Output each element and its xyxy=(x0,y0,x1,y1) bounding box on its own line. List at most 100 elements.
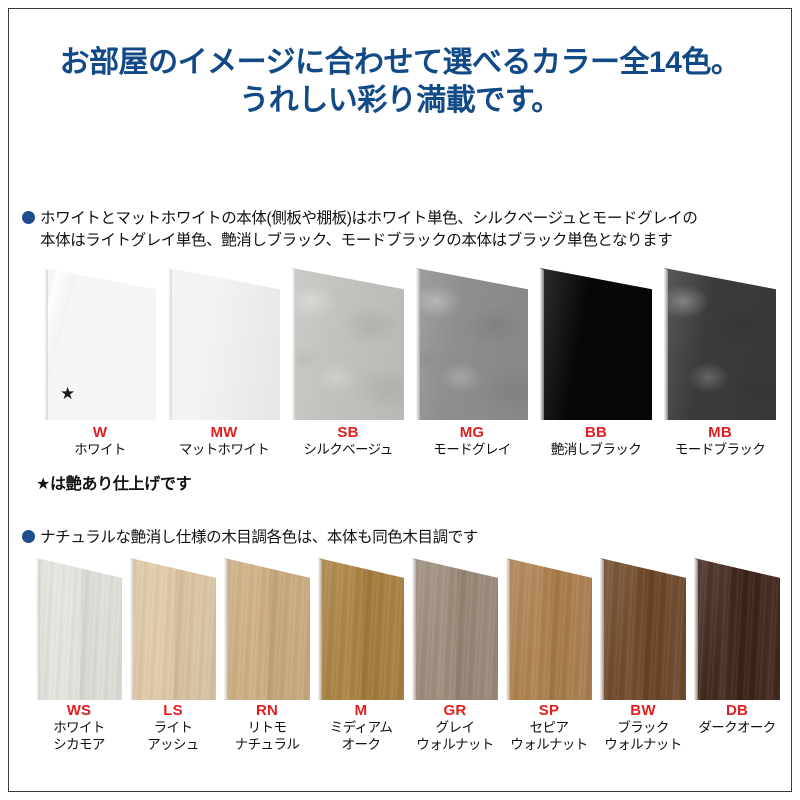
note-bullet-solid-colors: ホワイトとマットホワイトの本体(側板や棚板)はホワイト単色、シルクベージュとモー… xyxy=(22,208,782,253)
note-bullet-1-line2: 本体はライトグレイ単色、艶消しブラック、モードブラックの本体はブラック単色となり… xyxy=(40,232,673,250)
swatch-surface xyxy=(416,268,528,420)
swatch-name-line1: リトモ xyxy=(247,720,287,736)
swatch-name-line1: セピア xyxy=(529,720,569,736)
swatch-surface xyxy=(318,558,404,700)
note-bullet-woodgrain: ナチュラルな艶消し仕様の木目調各色は、本体も同色木目調です xyxy=(22,527,782,549)
swatch-caption-mw: MW マットホワイト xyxy=(156,424,292,459)
swatch-caption-sb: SB シルクベージュ xyxy=(280,424,416,459)
woodgrain-texture xyxy=(600,558,686,700)
color-swatch-m[interactable] xyxy=(318,558,404,700)
color-swatch-gr[interactable] xyxy=(412,558,498,700)
swatch-caption-sp: SP セピア ウォルナット xyxy=(490,702,608,753)
surface-sheen xyxy=(664,268,776,420)
swatch-surface xyxy=(292,268,404,420)
surface-sheen xyxy=(292,268,404,420)
swatch-name-line1: ライト xyxy=(153,720,193,736)
woodgrain-texture xyxy=(130,558,216,700)
gloss-star-note: ★は艶あり仕上げです xyxy=(36,470,192,494)
swatch-row-solid: ★ W ホワイト MW マットホワイト SB シルクベージュ MG モードグレイ BB 艶消しブラッ… xyxy=(0,262,800,472)
swatch-code: BW xyxy=(630,702,656,719)
swatch-code: GR xyxy=(443,702,467,719)
woodgrain-texture xyxy=(506,558,592,700)
color-swatch-sb[interactable] xyxy=(292,268,404,420)
color-swatch-ws[interactable] xyxy=(36,558,122,700)
swatch-code: RN xyxy=(255,702,279,719)
surface-sheen xyxy=(130,558,216,700)
swatch-caption-m: M ミディアム オーク xyxy=(302,702,420,753)
surface-sheen xyxy=(36,558,122,700)
woodgrain-texture xyxy=(694,558,780,700)
swatch-code: BB xyxy=(584,424,608,441)
swatch-name-line1: シルクベージュ xyxy=(303,442,393,458)
swatch-code: MB xyxy=(708,424,732,441)
bullet-dot-icon xyxy=(22,211,35,224)
swatch-code: SP xyxy=(538,702,560,719)
swatch-name-line2: アッシュ xyxy=(147,736,199,752)
woodgrain-texture xyxy=(318,558,404,700)
swatch-surface xyxy=(36,558,122,700)
color-swatch-mg[interactable] xyxy=(416,268,528,420)
swatch-caption-ws: WS ホワイト シカモア xyxy=(20,702,138,753)
concrete-texture xyxy=(416,268,528,420)
swatch-name-line1: モードグレイ xyxy=(433,442,511,458)
swatch-code: WS xyxy=(66,702,92,719)
gloss-star-icon: ★ xyxy=(60,384,76,403)
color-swatch-ls[interactable] xyxy=(130,558,216,700)
swatch-code: M xyxy=(354,702,368,719)
star-note-text: ★は艶あり仕上げです xyxy=(36,476,192,493)
swatch-name-line1: ホワイト xyxy=(74,442,126,458)
color-swatch-bb[interactable] xyxy=(540,268,652,420)
page-title: お部屋のイメージに合わせて選べるカラー全14色。 うれしい彩り満載です。 xyxy=(0,44,800,121)
swatch-name-line1: ブラック xyxy=(617,720,669,736)
swatch-code: SB xyxy=(337,424,359,441)
woodgrain-texture xyxy=(412,558,498,700)
swatch-surface xyxy=(600,558,686,700)
swatch-name-line1: 艶消しブラック xyxy=(550,442,642,458)
swatch-caption-ls: LS ライト アッシュ xyxy=(114,702,232,753)
note-bullet-1-line1: ホワイトとマットホワイトの本体(側板や棚板)はホワイト単色、シルクベージュとモー… xyxy=(40,210,698,227)
swatch-surface xyxy=(664,268,776,420)
swatch-name-line1: ダークオーク xyxy=(698,720,776,736)
concrete-texture xyxy=(664,268,776,420)
swatch-surface xyxy=(168,268,280,420)
surface-sheen xyxy=(224,558,310,700)
color-swatch-w[interactable]: ★ xyxy=(44,268,156,420)
swatch-surface xyxy=(540,268,652,420)
color-swatch-db[interactable] xyxy=(694,558,780,700)
color-swatch-bw[interactable] xyxy=(600,558,686,700)
swatch-code: DB xyxy=(725,702,749,719)
color-swatch-mw[interactable] xyxy=(168,268,280,420)
swatch-code: MW xyxy=(210,424,238,441)
swatch-name-line1: マットホワイト xyxy=(178,442,270,458)
surface-sheen xyxy=(416,268,528,420)
swatch-row-woodgrain: WS ホワイト シカモア LS ライト アッシュ RN リトモ ナチュラル M ミディアム オーク GR… xyxy=(0,552,800,782)
swatch-caption-mb: MB モードブラック xyxy=(652,424,788,459)
note-bullet-2-text: ナチュラルな艶消し仕様の木目調各色は、本体も同色木目調です xyxy=(40,529,478,546)
surface-sheen xyxy=(318,558,404,700)
woodgrain-texture xyxy=(36,558,122,700)
swatch-caption-w: W ホワイト xyxy=(32,424,168,459)
page-title-line2: うれしい彩り満載です。 xyxy=(239,84,561,118)
color-swatch-rn[interactable] xyxy=(224,558,310,700)
swatch-caption-gr: GR グレイ ウォルナット xyxy=(396,702,514,753)
surface-sheen xyxy=(540,268,652,420)
swatch-name-line1: モードブラック xyxy=(674,442,766,458)
color-swatch-mb[interactable] xyxy=(664,268,776,420)
page-title-line1: お部屋のイメージに合わせて選べるカラー全14色。 xyxy=(59,46,741,79)
swatch-caption-bw: BW ブラック ウォルナット xyxy=(584,702,702,753)
swatch-surface xyxy=(130,558,216,700)
swatch-surface xyxy=(224,558,310,700)
surface-sheen xyxy=(600,558,686,700)
color-swatch-sp[interactable] xyxy=(506,558,592,700)
swatch-code: MG xyxy=(459,424,485,441)
swatch-code: W xyxy=(92,424,108,441)
swatch-name-line1: ホワイト xyxy=(53,720,105,736)
swatch-name-line2: オーク xyxy=(341,736,381,752)
bullet-dot-icon xyxy=(22,530,35,543)
surface-sheen xyxy=(168,268,280,420)
swatch-code: LS xyxy=(163,702,183,719)
swatch-surface xyxy=(412,558,498,700)
swatch-name-line2: ウォルナット xyxy=(604,736,682,752)
surface-sheen xyxy=(412,558,498,700)
